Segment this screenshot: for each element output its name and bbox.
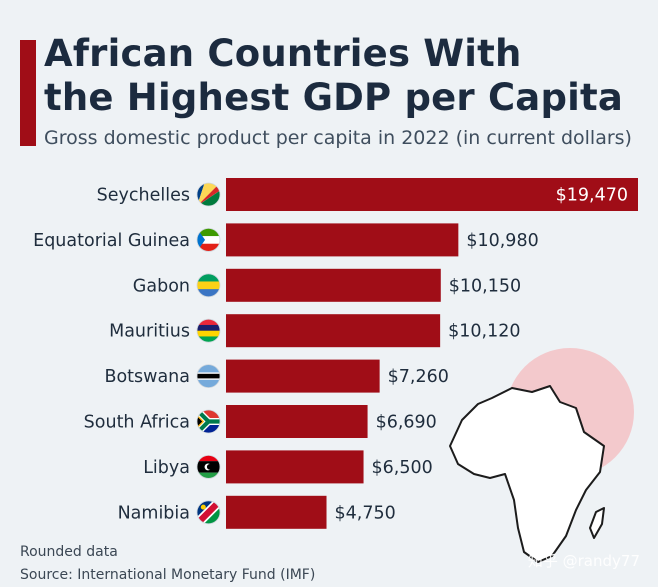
data-label: $4,750 [335, 503, 396, 523]
bar-row-mauritius: Mauritius $10,120 [109, 314, 521, 348]
data-label: $10,150 [449, 276, 521, 296]
flag-outline [196, 273, 221, 298]
flag-triangle [197, 228, 206, 252]
flag-stripe [197, 190, 220, 206]
flag-outline [196, 454, 221, 479]
watermark: 知乎 @randy77 [527, 552, 640, 570]
flag-stripe [197, 228, 220, 237]
flag-stripe [197, 324, 220, 332]
africa-map-decoration [449, 348, 634, 563]
category-label: South Africa [84, 413, 190, 433]
title-line-1: African Countries With [44, 32, 522, 75]
category-label: Seychelles [97, 186, 190, 206]
bar-row-south-africa: South Africa $6,690 [84, 405, 437, 438]
data-label: $6,690 [376, 413, 437, 433]
title-accent-bar [20, 40, 36, 146]
namibia-flag-icon [197, 500, 220, 524]
data-label: $6,500 [372, 458, 433, 478]
bar-row-libya: Libya $6,500 [143, 450, 433, 484]
seychelles-flag-icon [197, 183, 220, 206]
bar [226, 223, 459, 257]
flag-outline [196, 318, 221, 343]
category-label: Mauritius [109, 322, 190, 342]
bar-row-botswana: Botswana $7,260 [104, 359, 449, 393]
bar-row-seychelles: Seychelles $19,470 [97, 178, 638, 211]
chart-title: African Countries With the Highest GDP p… [44, 32, 623, 120]
flag-stripe [197, 319, 220, 326]
chart-subtitle: Gross domestic product per capita in 202… [44, 127, 632, 149]
title-line-2: the Highest GDP per Capita [44, 76, 624, 119]
bar-row-namibia: Namibia $4,750 [118, 495, 396, 529]
bars-layer: Seychelles $19,470 Equatorial Guinea $10,98… [33, 178, 638, 529]
flag-sun [200, 504, 206, 510]
data-label: $7,260 [388, 367, 449, 387]
flag-stripe [197, 273, 220, 282]
flag-band [197, 500, 220, 524]
libya-flag-icon [197, 455, 220, 479]
flag-stripe [197, 330, 220, 337]
flag-crescent-cut [206, 464, 213, 470]
data-label: $10,980 [466, 231, 538, 251]
flag-stripe [197, 373, 220, 379]
madagascar-shape [589, 507, 605, 539]
category-label: Gabon [133, 276, 190, 296]
flag-outline [196, 227, 221, 252]
flag-stripe [197, 472, 220, 479]
flag-stripe [197, 410, 220, 422]
flag-outline [196, 182, 221, 207]
bar [226, 495, 327, 529]
data-label: $19,470 [556, 186, 628, 206]
category-label: Namibia [118, 503, 190, 523]
flag-stripe [197, 183, 220, 206]
flag-stripe [197, 236, 220, 245]
footer-note: Rounded data [20, 544, 118, 560]
gabon-flag-icon [197, 273, 220, 297]
africa-map-icon [449, 385, 605, 563]
flag-stripe [197, 455, 220, 462]
flag-stripe [197, 243, 220, 252]
footer-source: Source: International Monetary Fund (IMF… [20, 567, 316, 583]
bar [226, 450, 364, 484]
flag-outline [196, 364, 221, 389]
flag-stripe [197, 336, 220, 343]
category-label: Libya [143, 458, 190, 478]
data-label: $10,120 [448, 322, 520, 342]
flag-outline [196, 500, 221, 525]
flag-triangle [197, 416, 203, 427]
bar-row-equatorial-guinea: Equatorial Guinea $10,980 [33, 223, 539, 257]
equatorial-guinea-flag-icon [197, 228, 220, 252]
mauritius-flag-icon [197, 319, 220, 343]
bar [226, 359, 380, 393]
botswana-flag-icon [197, 364, 220, 388]
flag-stripe [197, 281, 220, 290]
bar [226, 314, 441, 348]
flag-stripe [197, 421, 220, 433]
bar [226, 405, 368, 438]
bar [226, 178, 638, 211]
category-label: Equatorial Guinea [33, 231, 190, 251]
flag-stripe [197, 289, 220, 297]
category-label: Botswana [104, 367, 190, 387]
flag-outline [196, 409, 221, 434]
bar [226, 268, 441, 302]
bar-row-gabon: Gabon $10,150 [133, 268, 521, 302]
